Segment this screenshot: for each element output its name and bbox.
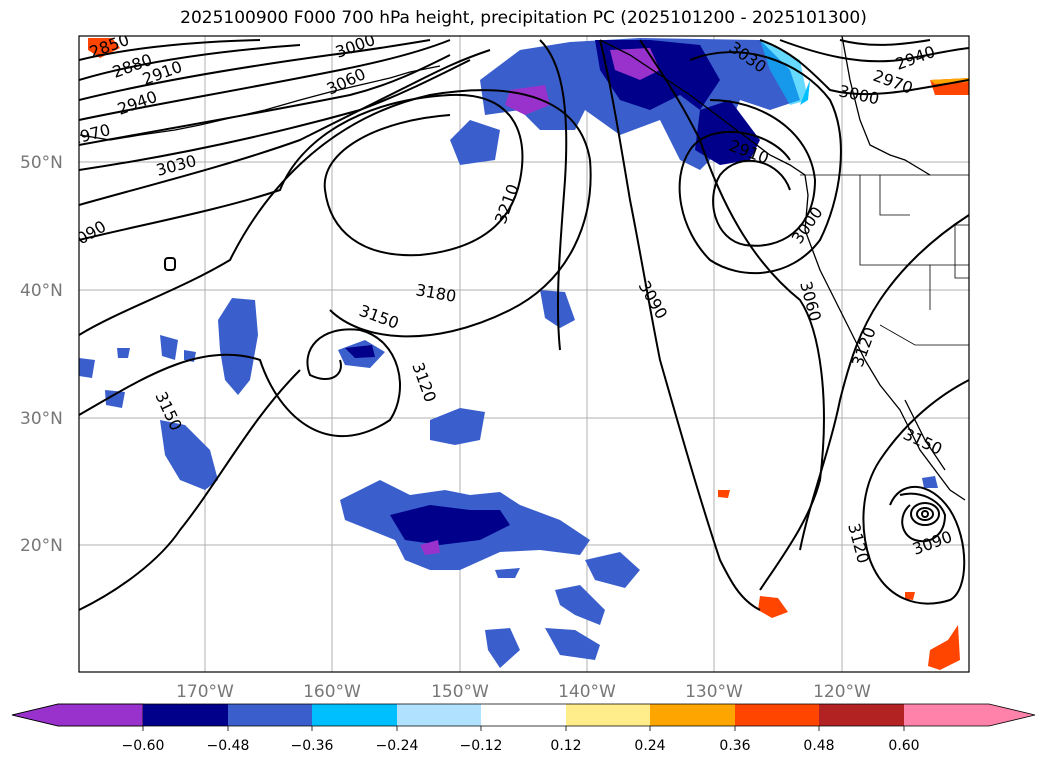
colorbar-segment bbox=[735, 704, 819, 726]
colorbar-segment bbox=[819, 704, 904, 726]
lat-label: 40°N bbox=[20, 281, 63, 301]
colorbar-tick-label: −0.12 bbox=[460, 738, 503, 754]
colorbar-segment bbox=[11, 703, 144, 727]
colorbar-tick-label: 0.24 bbox=[634, 738, 665, 754]
colorbar-tick-label: −0.24 bbox=[376, 738, 419, 754]
colorbar-segment bbox=[650, 704, 735, 726]
colorbar-ticks bbox=[142, 726, 905, 731]
map-content: 2850 2880 2910 2940 2970 3030 3000 3060 … bbox=[79, 36, 969, 672]
lat-label: 30°N bbox=[20, 409, 63, 429]
colorbar-segment bbox=[481, 704, 566, 726]
colorbar-segment bbox=[904, 704, 1035, 726]
precip-negative-shading bbox=[79, 38, 938, 668]
lon-label: 120°W bbox=[813, 682, 871, 702]
lon-label: 140°W bbox=[558, 682, 616, 702]
colorbar-segment bbox=[566, 704, 650, 726]
colorbar-segment bbox=[312, 704, 397, 726]
map-area bbox=[79, 36, 969, 672]
longitude-labels: 170°W 160°W 150°W 140°W 130°W 120°W bbox=[176, 682, 871, 702]
height-contours bbox=[79, 39, 969, 611]
colorbar-tick-label: −0.48 bbox=[207, 738, 250, 754]
lon-label: 170°W bbox=[176, 682, 234, 702]
colorbar-tick-label: 0.36 bbox=[719, 738, 750, 754]
lon-label: 130°W bbox=[685, 682, 743, 702]
colorbar-outline bbox=[11, 703, 1036, 727]
colorbar-segment bbox=[228, 704, 312, 726]
map-title: 2025100900 F000 700 hPa height, precipit… bbox=[180, 8, 867, 28]
borders bbox=[800, 174, 969, 346]
colorbar-tick-label: 0.48 bbox=[803, 738, 834, 754]
lon-label: 160°W bbox=[303, 682, 361, 702]
colorbar-segment bbox=[397, 704, 481, 726]
latitude-labels: 50°N 40°N 30°N 20°N bbox=[20, 153, 63, 556]
lat-label: 20°N bbox=[20, 536, 63, 556]
map-frame bbox=[78, 35, 970, 673]
colorbar-tick-label: 0.12 bbox=[550, 738, 581, 754]
colorbar-segment bbox=[143, 704, 228, 726]
colorbar-tick-label: 0.60 bbox=[888, 738, 919, 754]
colorbar-tick-label: −0.60 bbox=[122, 738, 165, 754]
coastlines bbox=[79, 36, 966, 501]
lat-label: 50°N bbox=[20, 153, 63, 173]
lon-label: 150°W bbox=[431, 682, 489, 702]
colorbar: −0.60 −0.48 −0.36 −0.24 −0.12 0.12 0.24 … bbox=[11, 703, 1036, 754]
colorbar-tick-label: −0.36 bbox=[291, 738, 334, 754]
